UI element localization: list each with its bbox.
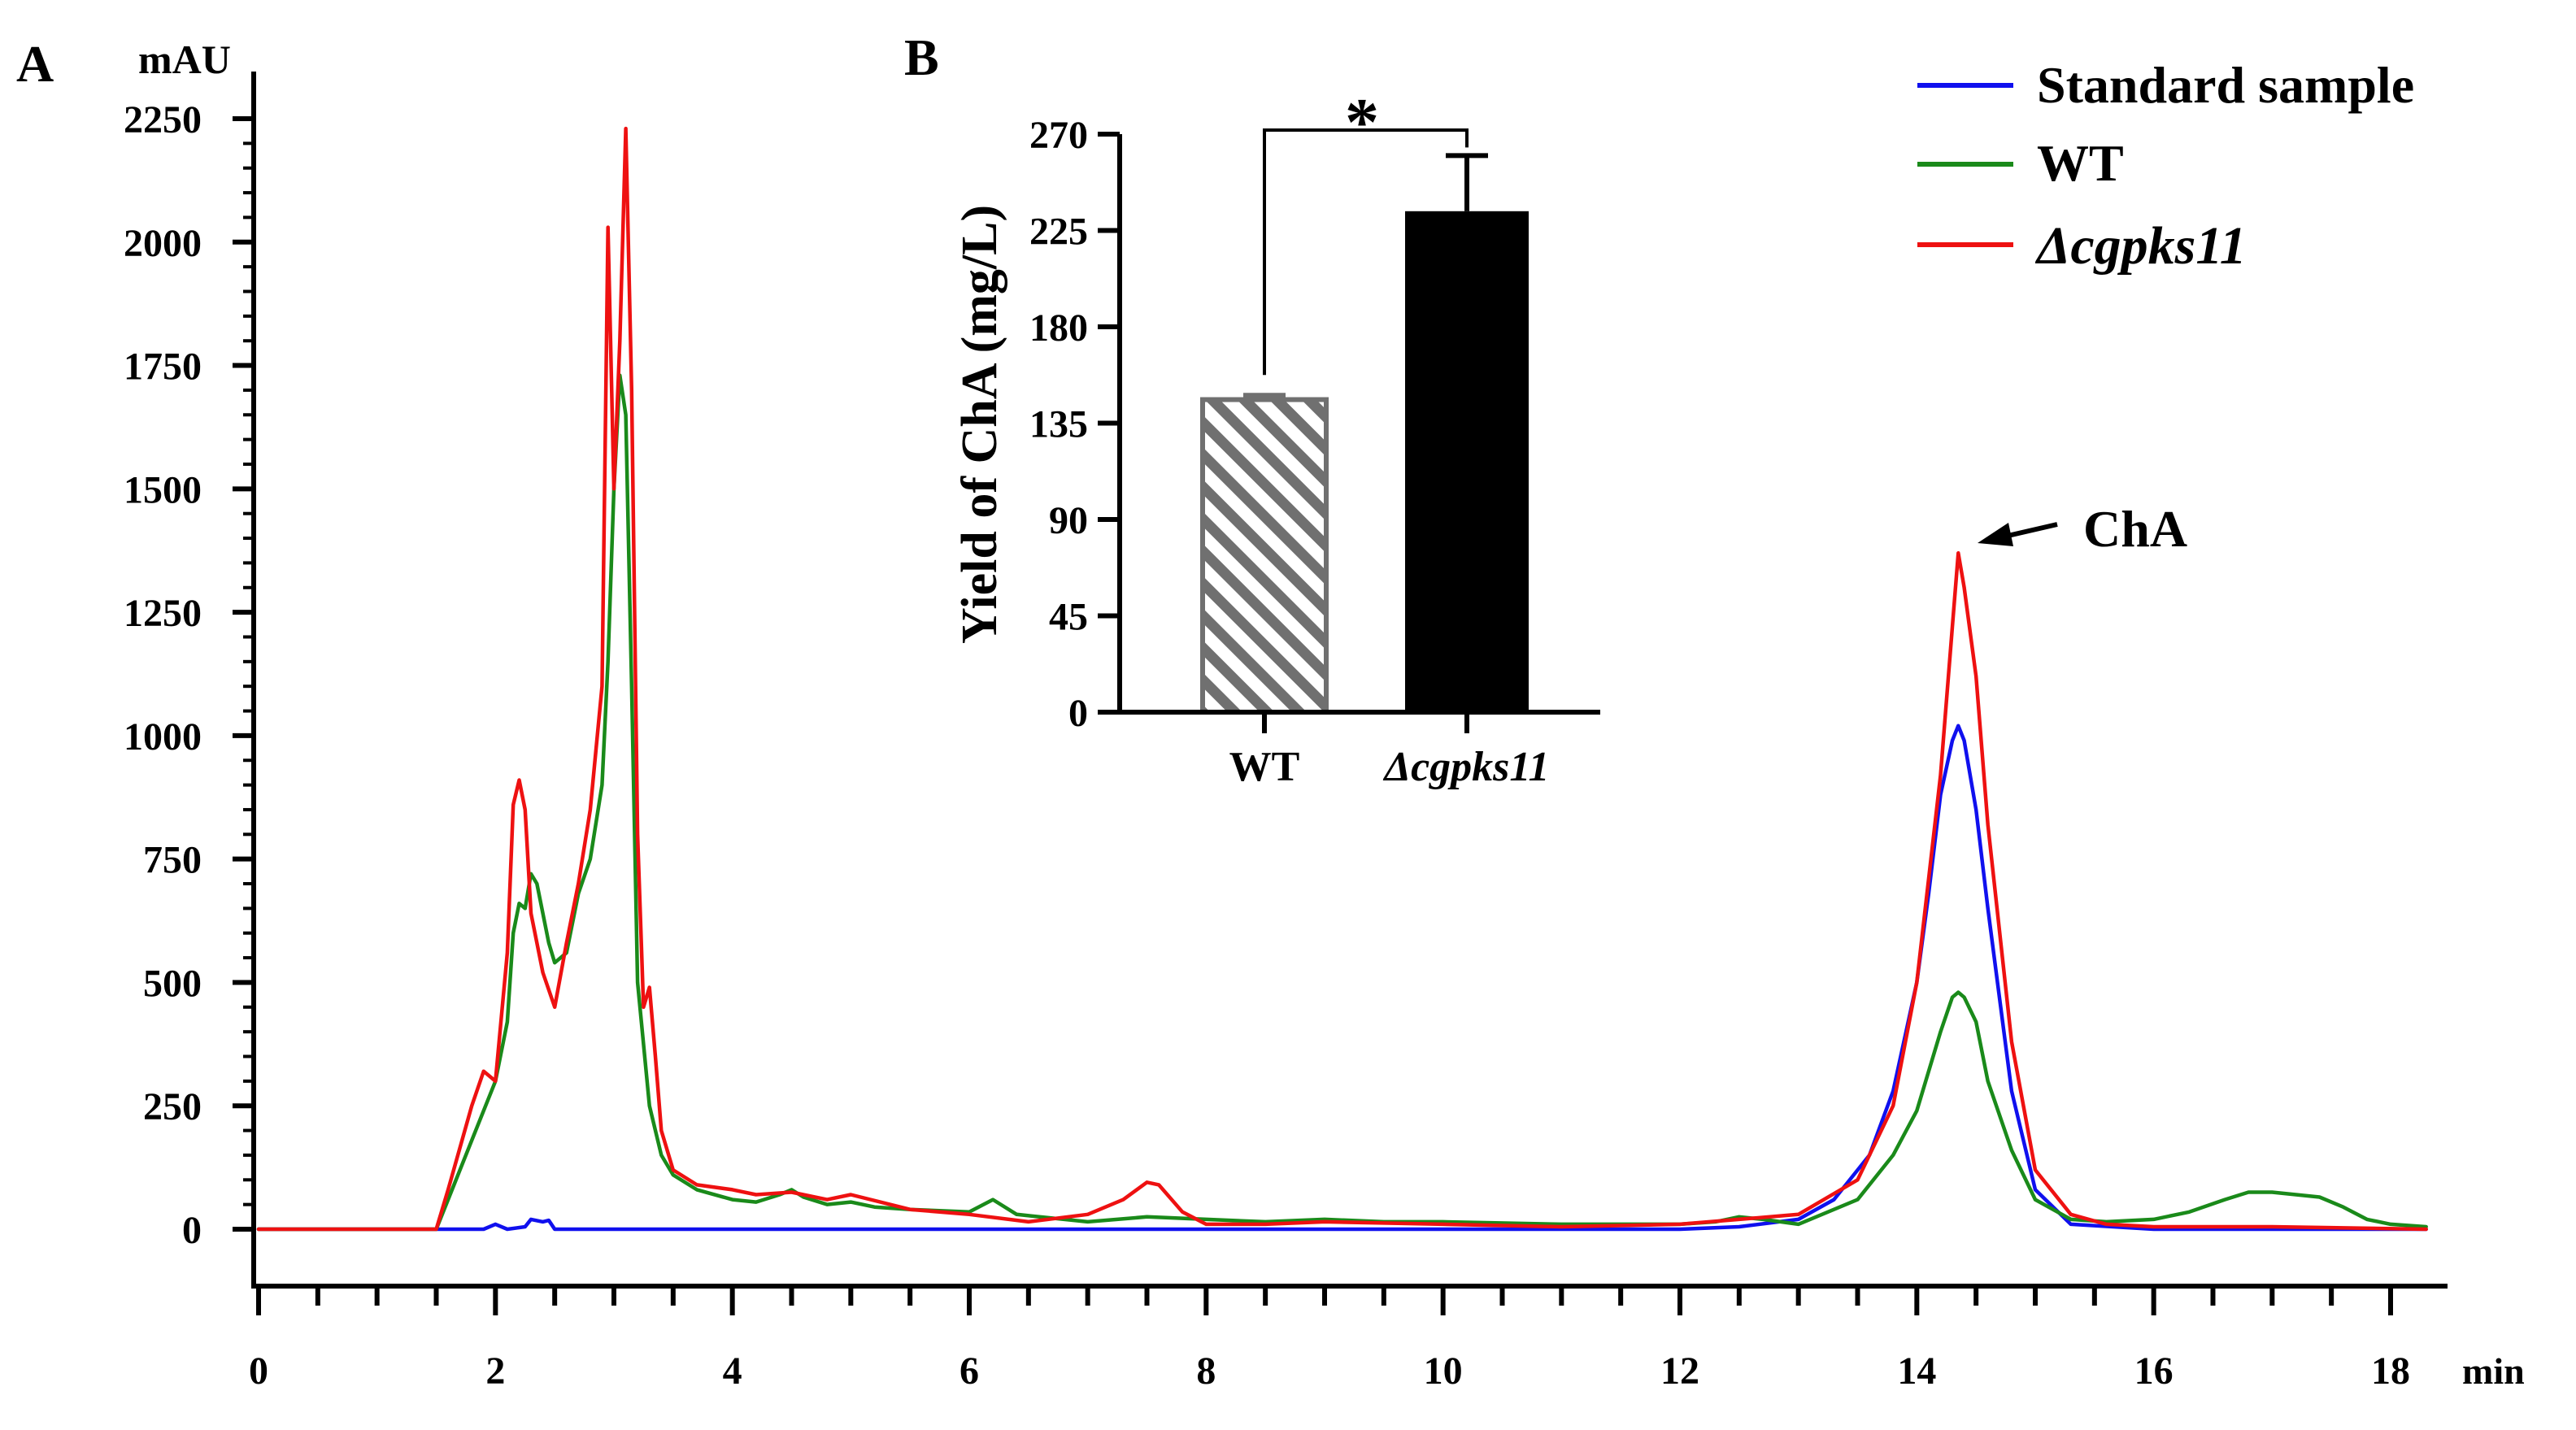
cha-peak-annotation: ChA	[1978, 500, 2187, 558]
b-y-tick-label: 180	[1029, 306, 1088, 350]
significance-bracket-line	[1263, 128, 1469, 376]
y-tick-label: 1250	[124, 592, 202, 635]
panel-a-x-ticks: 0 2 4 6 8 10 12 14 16 18	[249, 1286, 2410, 1393]
y-tick-label: 0	[182, 1209, 202, 1252]
cha-arrow-head-icon	[1978, 523, 2013, 546]
panel-b-bars: WT Δcgpks11	[1200, 153, 1550, 790]
bar-cgpks11	[1405, 211, 1529, 712]
y-tick-label: 2250	[124, 98, 202, 141]
panel-a-legend: Standard sample WT Δcgpks11	[1917, 56, 2414, 276]
panel-a-x-axis-unit: min	[2462, 1350, 2525, 1392]
panel-a-y-ticks: 0 250 500 750 1000 1250 1500 1750 2000 2250	[124, 98, 254, 1252]
significance-bracket: *	[1263, 85, 1469, 376]
b-y-tick-label: 0	[1068, 692, 1088, 735]
y-tick-label: 2000	[124, 222, 202, 265]
x-tick-label: 0	[249, 1350, 268, 1393]
x-tick-label: 6	[959, 1350, 979, 1393]
trace-cgpks11	[256, 126, 2428, 1232]
panel-a-traces	[256, 126, 2428, 1232]
panel-b-label: B	[904, 28, 939, 86]
y-tick-label: 250	[143, 1085, 202, 1128]
y-tick-label: 750	[143, 839, 202, 882]
b-y-tick-label: 90	[1049, 499, 1088, 542]
b-y-tick-label: 225	[1029, 211, 1088, 254]
significance-star: *	[1345, 85, 1379, 160]
cha-annotation-label: ChA	[2083, 500, 2187, 558]
y-tick-label: 500	[143, 962, 202, 1005]
legend-label-dcgpks11: Δcgpks11	[2034, 216, 2247, 276]
panel-b: B Yield of ChA (mg/L) 04590135180225270 …	[904, 28, 1600, 790]
cha-arrow-shaft	[2004, 522, 2058, 539]
trace-standard-sample	[256, 724, 2428, 1232]
b-y-tick-label: 135	[1029, 403, 1088, 446]
panel-a-label: A	[16, 35, 54, 93]
panel-a: A mAU min 025050075010001250150017502000…	[16, 35, 2525, 1393]
x-tick-label: 12	[1660, 1350, 1699, 1393]
b-x-tick-label: Δcgpks11	[1382, 744, 1549, 790]
panel-b-y-axis-label: Yield of ChA (mg/L)	[952, 205, 1007, 644]
panel-a-y-axis-unit: mAU	[138, 37, 231, 82]
trace-wt	[256, 373, 2428, 1232]
x-tick-label: 4	[723, 1350, 742, 1393]
panel-b-y-ticks: 0 45 90 135 180 225 270	[1029, 114, 1120, 735]
b-x-tick-label: WT	[1229, 744, 1300, 790]
x-tick-label: 2	[485, 1350, 505, 1393]
bar-wt	[1200, 397, 1329, 715]
x-tick-label: 16	[2134, 1350, 2174, 1393]
x-tick-label: 8	[1196, 1350, 1216, 1393]
b-y-tick-label: 270	[1029, 114, 1088, 157]
x-tick-label: 10	[1424, 1350, 1463, 1393]
y-tick-label: 1750	[124, 346, 202, 389]
x-tick-label: 14	[1897, 1350, 1936, 1393]
y-tick-label: 1500	[124, 468, 202, 511]
x-tick-label: 18	[2371, 1350, 2410, 1393]
y-tick-label: 1000	[124, 715, 202, 758]
b-y-tick-label: 45	[1049, 596, 1088, 639]
legend-label-wt: WT	[2037, 134, 2124, 192]
legend-label-standard-sample: Standard sample	[2037, 56, 2414, 114]
